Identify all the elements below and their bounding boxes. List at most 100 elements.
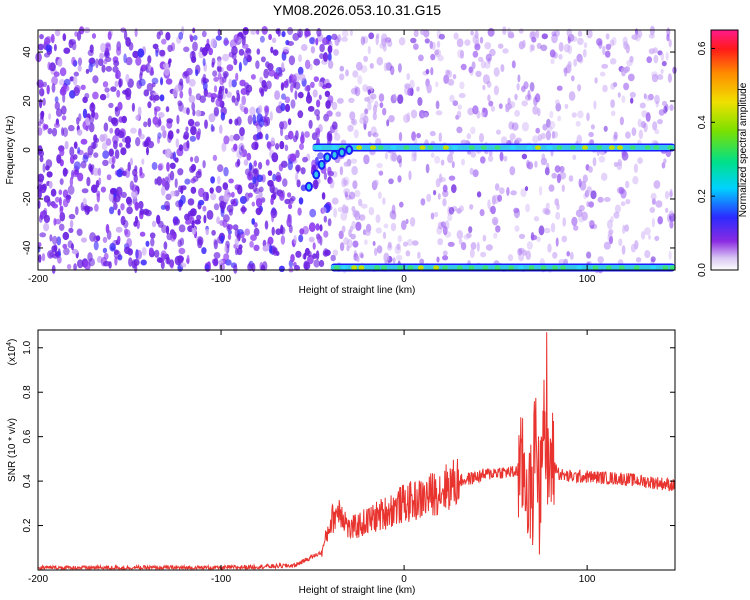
heatmap-noise-dot [657, 50, 663, 56]
heatmap-noise-dot [202, 81, 208, 91]
heatmap-noise-dot [64, 169, 69, 175]
heatmap-noise-dot [77, 147, 81, 154]
heatmap-noise-dot [502, 26, 507, 35]
heatmap-noise-dot [416, 86, 420, 92]
heatmap-noise-dot [38, 254, 42, 263]
snr-scale-label: (x104) [6, 339, 18, 366]
heatmap-noise-dot [650, 256, 656, 263]
heatmap-noise-dot [74, 31, 78, 37]
heatmap-noise-dot [69, 146, 75, 157]
heatmap-noise-dot [291, 74, 297, 84]
heatmap-noise-dot [383, 223, 389, 229]
heatmap-noise-dot [223, 193, 230, 203]
snr-x-label: Height of straight line (km) [299, 585, 416, 596]
heatmap-noise-dot [327, 130, 333, 141]
heatmap-noise-dot [352, 180, 358, 190]
heatmap-noise-dot [500, 64, 505, 73]
heatmap-noise-dot [482, 107, 486, 113]
heatmap-noise-dot [546, 125, 553, 132]
heatmap-noise-dot [397, 235, 403, 243]
heatmap-noise-dot [233, 143, 238, 151]
heatmap-noise-dot [134, 165, 138, 172]
heatmap-noise-dot [58, 189, 63, 195]
heatmap-noise-dot [212, 70, 218, 77]
heatmap-noise-dot [137, 48, 145, 58]
signal-track-blob [552, 265, 558, 270]
heatmap-noise-dot [456, 230, 463, 240]
heatmap-noise-dot [37, 82, 45, 88]
heatmap-noise-dot [264, 220, 269, 230]
heatmap-noise-dot [323, 215, 327, 223]
heatmap-noise-dot [322, 250, 327, 257]
heatmap-noise-dot [292, 135, 298, 143]
heatmap-noise-dot [322, 38, 329, 46]
heatmap-noise-dot [643, 93, 647, 100]
heatmap-noise-dot [572, 154, 577, 160]
heatmap-noise-dot [113, 60, 120, 67]
heatmap-noise-dot [124, 135, 132, 145]
heatmap-noise-dot [280, 235, 286, 245]
heatmap-noise-dot [554, 29, 560, 37]
heatmap-noise-dot [135, 137, 141, 147]
heatmap-noise-dot [554, 165, 561, 173]
heatmap-noise-dot [178, 201, 182, 211]
heatmap-noise-dot [447, 214, 453, 222]
heatmap-noise-dot [277, 71, 283, 77]
heatmap-noise-dot [120, 203, 125, 211]
heatmap-noise-dot [123, 219, 129, 229]
heatmap-noise-dot [442, 225, 448, 236]
heatmap-noise-dot [487, 155, 494, 162]
heatmap-noise-dot [125, 56, 133, 66]
snr-x-tick-label: -200 [28, 574, 48, 585]
heatmap-noise-dot [221, 142, 227, 152]
heatmap-noise-dot [82, 197, 87, 207]
heatmap-noise-dot [217, 59, 222, 68]
heatmap-noise-dot [167, 44, 173, 53]
heatmap-noise-dot [451, 161, 455, 169]
heatmap-noise-dot [617, 92, 621, 98]
heatmap-noise-dot [139, 133, 145, 140]
heatmap-noise-dot [310, 46, 316, 54]
heatmap-noise-dot [338, 230, 344, 240]
heatmap-noise-dot [271, 152, 279, 163]
signal-track-blob [468, 145, 475, 150]
heatmap-noise-dot [166, 162, 170, 172]
heatmap-noise-dot [669, 220, 674, 229]
heatmap-noise-dot [498, 103, 503, 109]
signal-track-blob [667, 145, 674, 150]
heatmap-noise-dot [581, 211, 588, 221]
heatmap-noise-dot [189, 33, 193, 40]
heatmap-noise-dot [117, 235, 121, 244]
heatmap-noise-dot [374, 247, 378, 256]
heatmap-noise-dot [646, 95, 650, 102]
heatmap-noise-dot [545, 130, 552, 141]
heatmap-noise-dot [349, 111, 356, 121]
heatmap-noise-dot [669, 104, 674, 111]
heatmap-noise-dot [375, 214, 381, 224]
heatmap-noise-dot [287, 27, 294, 35]
heatmap-noise-dot [284, 144, 289, 152]
heatmap-noise-dot [650, 192, 657, 201]
heatmap-noise-dot [342, 29, 349, 38]
heatmap-noise-dot [297, 66, 304, 76]
heatmap-noise-dot [282, 46, 290, 53]
heatmap-noise-dot [586, 29, 593, 39]
heatmap-noise-dot [442, 189, 449, 198]
heatmap-noise-dot [397, 94, 404, 104]
chart-title: YM08.2026.053.10.31.G15 [273, 2, 441, 18]
heatmap-noise-dot [313, 76, 319, 82]
heatmap-noise-dot [45, 36, 52, 44]
heatmap-noise-dot [169, 170, 175, 181]
heatmap-noise-dot [638, 129, 644, 140]
heatmap-noise-dot [203, 214, 207, 224]
heatmap-x-tick-label: 100 [579, 274, 596, 285]
heatmap-noise-dot [282, 178, 288, 187]
heatmap-noise-dot [410, 109, 418, 119]
heatmap-noise-dot [312, 253, 317, 259]
heatmap-noise-dot [69, 39, 76, 45]
heatmap-noise-dot [438, 33, 445, 40]
heatmap-noise-dot [143, 121, 148, 128]
heatmap-noise-dot [488, 100, 494, 107]
heatmap-noise-dot [188, 78, 196, 87]
heatmap-noise-dot [526, 159, 530, 169]
